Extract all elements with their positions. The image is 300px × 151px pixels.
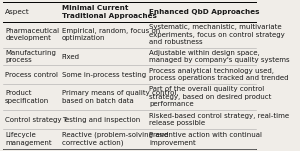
Text: Testing and inspection: Testing and inspection xyxy=(62,117,140,123)
Text: Risked-based control strategy, real-time
release possible: Risked-based control strategy, real-time… xyxy=(149,113,289,126)
Text: Process control: Process control xyxy=(5,72,58,78)
Text: Minimal Current
Traditional Approaches: Minimal Current Traditional Approaches xyxy=(62,5,157,19)
Text: Pharmaceutical
development: Pharmaceutical development xyxy=(5,28,59,41)
Text: Lifecycle
management: Lifecycle management xyxy=(5,132,52,146)
Text: Preventive action with continual
improvement: Preventive action with continual improve… xyxy=(149,132,262,146)
Text: Adjustable within design space,
managed by company's quality systems: Adjustable within design space, managed … xyxy=(149,50,290,63)
Text: Part of the overall quality control
strategy, based on desired product
performan: Part of the overall quality control stra… xyxy=(149,87,272,108)
Text: Reactive (problem-solving and
corrective action): Reactive (problem-solving and corrective… xyxy=(62,132,168,146)
Text: Empirical, random, focus on
optimization: Empirical, random, focus on optimization xyxy=(62,28,160,41)
Text: Aspect: Aspect xyxy=(5,9,30,15)
Text: Process analytical technology used,
process operations tracked and trended: Process analytical technology used, proc… xyxy=(149,68,289,81)
Text: Manufacturing
process: Manufacturing process xyxy=(5,50,56,63)
Text: Systematic, mechanistic, multivariate
experiments, focus on control strategy
and: Systematic, mechanistic, multivariate ex… xyxy=(149,24,285,45)
Text: Primary means of quality control,
based on batch data: Primary means of quality control, based … xyxy=(62,90,178,104)
Text: Product
specification: Product specification xyxy=(5,90,50,104)
Text: Fixed: Fixed xyxy=(62,54,80,59)
Text: Some in-process testing: Some in-process testing xyxy=(62,72,146,78)
Text: Enhanced QbD Approaches: Enhanced QbD Approaches xyxy=(149,9,260,15)
Text: Control strategy: Control strategy xyxy=(5,117,62,123)
